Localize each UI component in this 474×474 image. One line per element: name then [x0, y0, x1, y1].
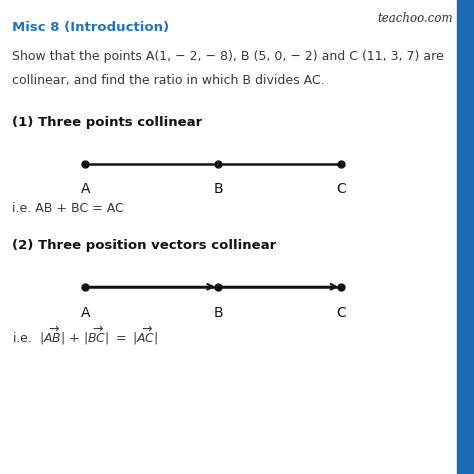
Bar [457, 0, 474, 474]
Text: i.e. AB + BC = AC: i.e. AB + BC = AC [12, 202, 124, 215]
Text: Show that the points A(1, − 2, − 8), B (5, 0, − 2) and C (11, 3, 7) are: Show that the points A(1, − 2, − 8), B (… [12, 50, 444, 63]
Text: (2) Three position vectors collinear: (2) Three position vectors collinear [12, 239, 276, 252]
Text: teachoo.com: teachoo.com [377, 12, 453, 25]
Text: (1) Three points collinear: (1) Three points collinear [12, 116, 202, 129]
Text: B: B [213, 182, 223, 197]
Text: A: A [81, 182, 90, 197]
Text: A: A [81, 306, 90, 320]
Text: collinear, and find the ratio in which B divides AC.: collinear, and find the ratio in which B… [12, 74, 325, 87]
Text: C: C [337, 306, 346, 320]
Text: C: C [337, 182, 346, 197]
Text: Misc 8 (Introduction): Misc 8 (Introduction) [12, 21, 169, 34]
Text: i.e.  $|\overrightarrow{AB}|$ $+$ $|\overrightarrow{BC}|$ $=$ $|\overrightarrow{: i.e. $|\overrightarrow{AB}|$ $+$ $|\over… [12, 325, 158, 347]
Text: B: B [213, 306, 223, 320]
